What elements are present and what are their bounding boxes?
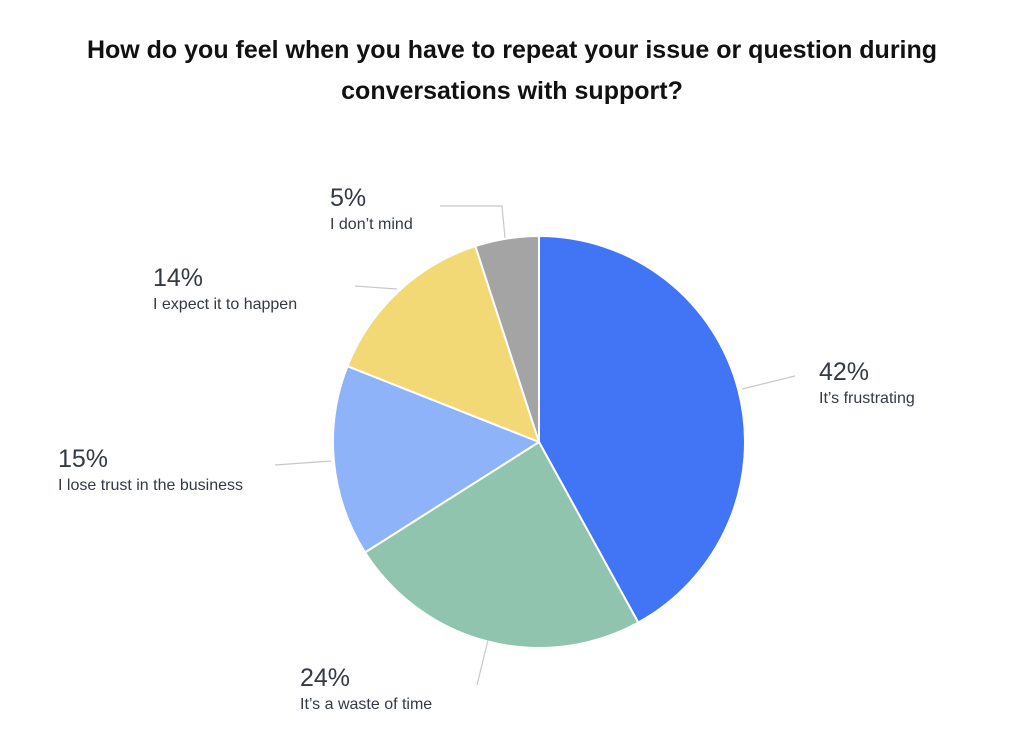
chart-title: How do you feel when you have to repeat … xyxy=(0,30,1024,112)
leader-line-1 xyxy=(741,375,796,390)
slice-percent-label-2: 24% xyxy=(300,664,350,692)
slice-percent-label-5: 5% xyxy=(330,184,366,212)
slice-percent-label-3: 15% xyxy=(58,445,108,473)
leader-line-5 xyxy=(440,205,506,239)
chart-title-line-1: How do you feel when you have to repeat … xyxy=(86,36,938,64)
slice-category-label-3: I lose trust in the business xyxy=(58,477,243,494)
chart-title-line-2: conversations with support? xyxy=(341,77,683,105)
leader-line-3 xyxy=(274,460,332,466)
slice-percent-label-4: 14% xyxy=(153,264,203,292)
leader-line-4 xyxy=(354,285,398,290)
pie-slice-5 xyxy=(474,235,540,443)
leader-line-2 xyxy=(476,639,489,686)
pie-slice-3 xyxy=(332,365,540,554)
slice-category-label-4: I expect it to happen xyxy=(153,296,297,313)
slice-category-label-2: It’s a waste of time xyxy=(300,696,432,713)
slice-category-label-5: I don’t mind xyxy=(330,216,413,233)
pie-slice-1 xyxy=(538,235,746,624)
slice-percent-label-1: 42% xyxy=(819,358,869,386)
slice-category-label-1: It’s frustrating xyxy=(819,390,915,407)
